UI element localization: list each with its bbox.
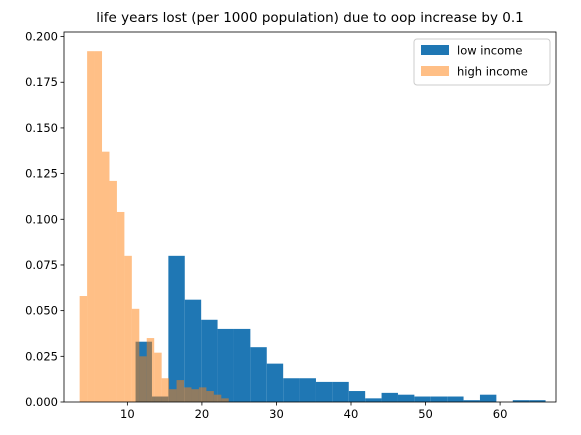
low-income-bar <box>479 394 497 402</box>
low-income-bar <box>381 392 398 402</box>
low-income-bars <box>135 255 546 402</box>
high-income-bars <box>79 51 229 403</box>
y-tick-label: 0.100 <box>25 212 58 226</box>
low-income-bar <box>397 394 415 402</box>
high-income-bar <box>131 308 140 402</box>
low-income-bar <box>184 299 202 402</box>
low-income-bar <box>512 400 530 402</box>
high-income-bar <box>191 389 199 402</box>
low-income-bar <box>283 378 300 402</box>
low-income-bar <box>463 400 480 402</box>
high-income-bar <box>116 211 125 402</box>
high-income-bar <box>79 296 88 402</box>
y-tick-label: 0.025 <box>25 349 58 363</box>
high-income-bar <box>221 398 229 402</box>
y-tick-label: 0.175 <box>25 75 58 89</box>
high-income-bar <box>102 151 110 402</box>
low-income-bar <box>332 381 349 402</box>
high-income-bar <box>213 394 222 402</box>
high-income-bar <box>161 378 170 402</box>
high-income-bar <box>146 338 155 402</box>
x-tick-label: 30 <box>269 407 284 421</box>
high-income-bar <box>184 387 192 402</box>
low-income-bar <box>217 328 234 402</box>
low-income-legend-label: low income <box>457 44 522 58</box>
low-income-bar <box>201 319 218 402</box>
high-income-bar <box>176 380 185 402</box>
high-income-legend-label: high income <box>457 65 528 79</box>
x-tick-label: 40 <box>344 407 359 421</box>
low-income-bar <box>299 378 316 402</box>
x-tick-label: 60 <box>493 407 508 421</box>
low-income-bar <box>348 391 366 402</box>
low-income-legend-swatch <box>421 45 449 55</box>
x-tick-label: 10 <box>120 407 135 421</box>
high-income-bar <box>87 51 95 403</box>
low-income-bar <box>168 255 185 402</box>
y-tick-label: 0.075 <box>25 258 58 272</box>
x-tick-label: 50 <box>418 407 433 421</box>
y-tick-label: 0.000 <box>25 395 58 409</box>
low-income-bar <box>414 396 431 402</box>
high-income-bar <box>154 352 162 402</box>
y-tick-label: 0.150 <box>25 121 58 135</box>
y-tick-label: 0.125 <box>25 167 58 181</box>
high-income-bar <box>109 180 117 402</box>
low-income-bar <box>266 363 284 402</box>
x-tick-label: 20 <box>195 407 210 421</box>
high-income-bar <box>169 389 177 402</box>
chart-title: life years lost (per 1000 population) du… <box>96 10 523 26</box>
legend: low income high income <box>413 38 551 86</box>
high-income-bar <box>139 356 147 402</box>
x-axis: 10 20 30 40 50 60 <box>120 402 507 421</box>
high-income-bar <box>94 51 103 403</box>
low-income-bar <box>447 396 464 402</box>
low-income-bar <box>529 400 546 402</box>
low-income-bar <box>233 328 251 402</box>
high-income-bar <box>198 387 207 402</box>
y-tick-label: 0.050 <box>25 304 58 318</box>
low-income-bar <box>315 381 333 402</box>
low-income-bar <box>365 398 382 402</box>
high-income-bar <box>124 255 132 402</box>
plot-frame <box>63 31 557 403</box>
high-income-legend-swatch <box>421 66 449 76</box>
y-tick-label: 0.200 <box>25 30 58 44</box>
axes-frame <box>63 31 557 403</box>
low-income-bar <box>430 396 448 402</box>
high-income-bar <box>206 391 214 402</box>
low-income-bar <box>250 347 267 402</box>
y-axis: 0.000 0.025 0.050 0.075 0.100 0.125 0.150 0.175… <box>25 30 64 409</box>
